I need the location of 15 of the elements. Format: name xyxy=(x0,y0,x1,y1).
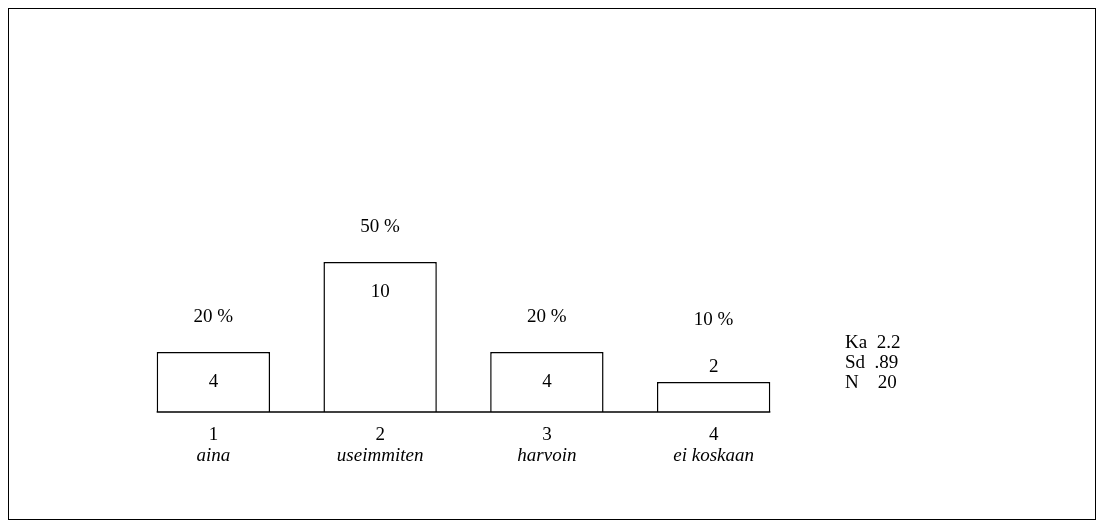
data-label: 4 xyxy=(208,369,219,391)
data-label: 4 xyxy=(542,369,553,391)
annotation: 20 % xyxy=(193,304,234,326)
data-label: 2 xyxy=(708,354,719,376)
data-label: 10 xyxy=(370,279,390,301)
x-tick-label: 4 ei koskaan xyxy=(673,422,754,465)
x-tick-label: 1 aina xyxy=(196,422,231,465)
text: Ka 2.2 xyxy=(845,330,901,352)
text: N 20 xyxy=(845,370,897,392)
annotation: 50 % xyxy=(360,214,401,236)
annotation: 20 % xyxy=(527,304,567,326)
x-tick-label: 2 useimmiten xyxy=(336,422,424,465)
x-tick-label: 3 harvoin xyxy=(517,422,577,465)
annotation: 10 % xyxy=(693,307,734,329)
text: Sd .89 xyxy=(845,350,899,372)
